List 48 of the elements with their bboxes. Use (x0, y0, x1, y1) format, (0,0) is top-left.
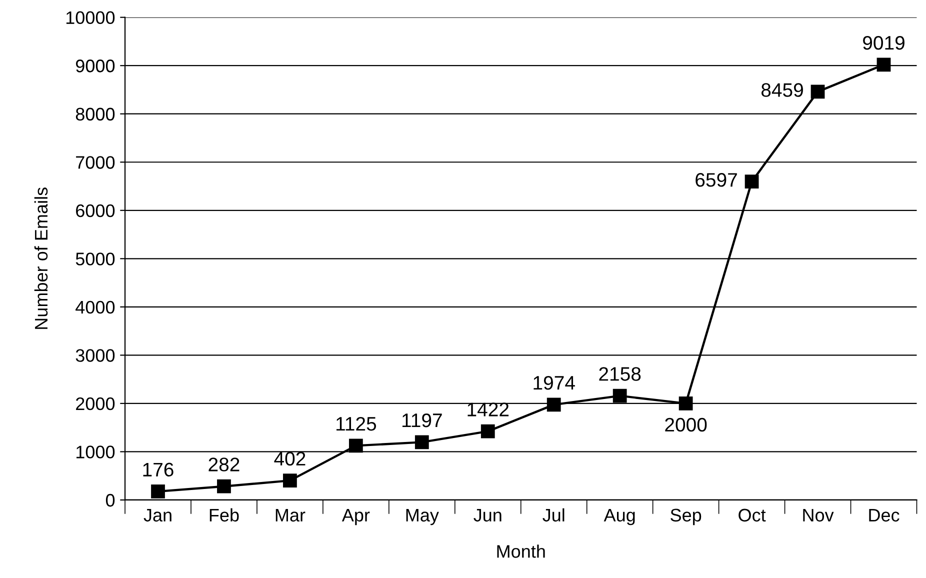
x-tick-label: Jun (474, 508, 502, 522)
data-label: 1197 (402, 413, 442, 428)
y-tick-label: 0 (106, 494, 115, 507)
point (744, 174, 759, 189)
data-label: 1974 (534, 376, 575, 390)
data-label: 2000 (665, 418, 707, 432)
point (480, 424, 495, 438)
x-tick-label: Nov (803, 508, 834, 522)
point (546, 398, 561, 412)
point (612, 388, 627, 403)
point (348, 438, 363, 453)
point (810, 84, 825, 99)
point (217, 479, 231, 494)
y-tick-label: 9000 (76, 60, 115, 72)
point (876, 58, 891, 72)
data-label: 1125 (336, 416, 376, 431)
x-tick-label: May (406, 508, 439, 526)
x-tick-label: Dec (869, 508, 900, 522)
point (151, 484, 165, 498)
data-label: 9019 (863, 36, 904, 50)
data-label: 402 (274, 452, 306, 466)
x-tick-label: Apr (342, 508, 370, 526)
x-tick-label: Oct (738, 508, 766, 522)
x-tick-label: Mar (276, 508, 306, 522)
y-tick-label: 2000 (76, 397, 115, 410)
x-tick-label: Jul (542, 508, 564, 522)
y-tick-label: 4000 (76, 300, 115, 314)
y-tick-label: 6000 (76, 204, 115, 218)
data-label: 282 (208, 458, 240, 472)
point (414, 435, 429, 450)
x-tick-label: Jan (144, 508, 172, 522)
x-tick-label: Aug (604, 508, 635, 526)
y-tick-label: 7000 (76, 156, 115, 169)
data-label: 2158 (599, 367, 641, 381)
data-label: 176 (143, 462, 174, 477)
point (678, 396, 693, 410)
y-tick-label: 8000 (76, 108, 115, 121)
y-tick-label: 10000 (66, 11, 115, 24)
y-tick-label: 3000 (76, 349, 115, 362)
point (283, 474, 297, 488)
y-axis-title: Number of Emails (34, 188, 48, 329)
y-tick-label: 5000 (76, 252, 115, 266)
data-label: 6597 (696, 173, 737, 187)
data-label: 8459 (761, 83, 803, 97)
x-tick-label: Sep (670, 508, 702, 526)
y-tick-label: 1000 (76, 446, 115, 458)
x-axis-title: Month (497, 544, 545, 558)
x-tick-label: Feb (210, 508, 239, 522)
